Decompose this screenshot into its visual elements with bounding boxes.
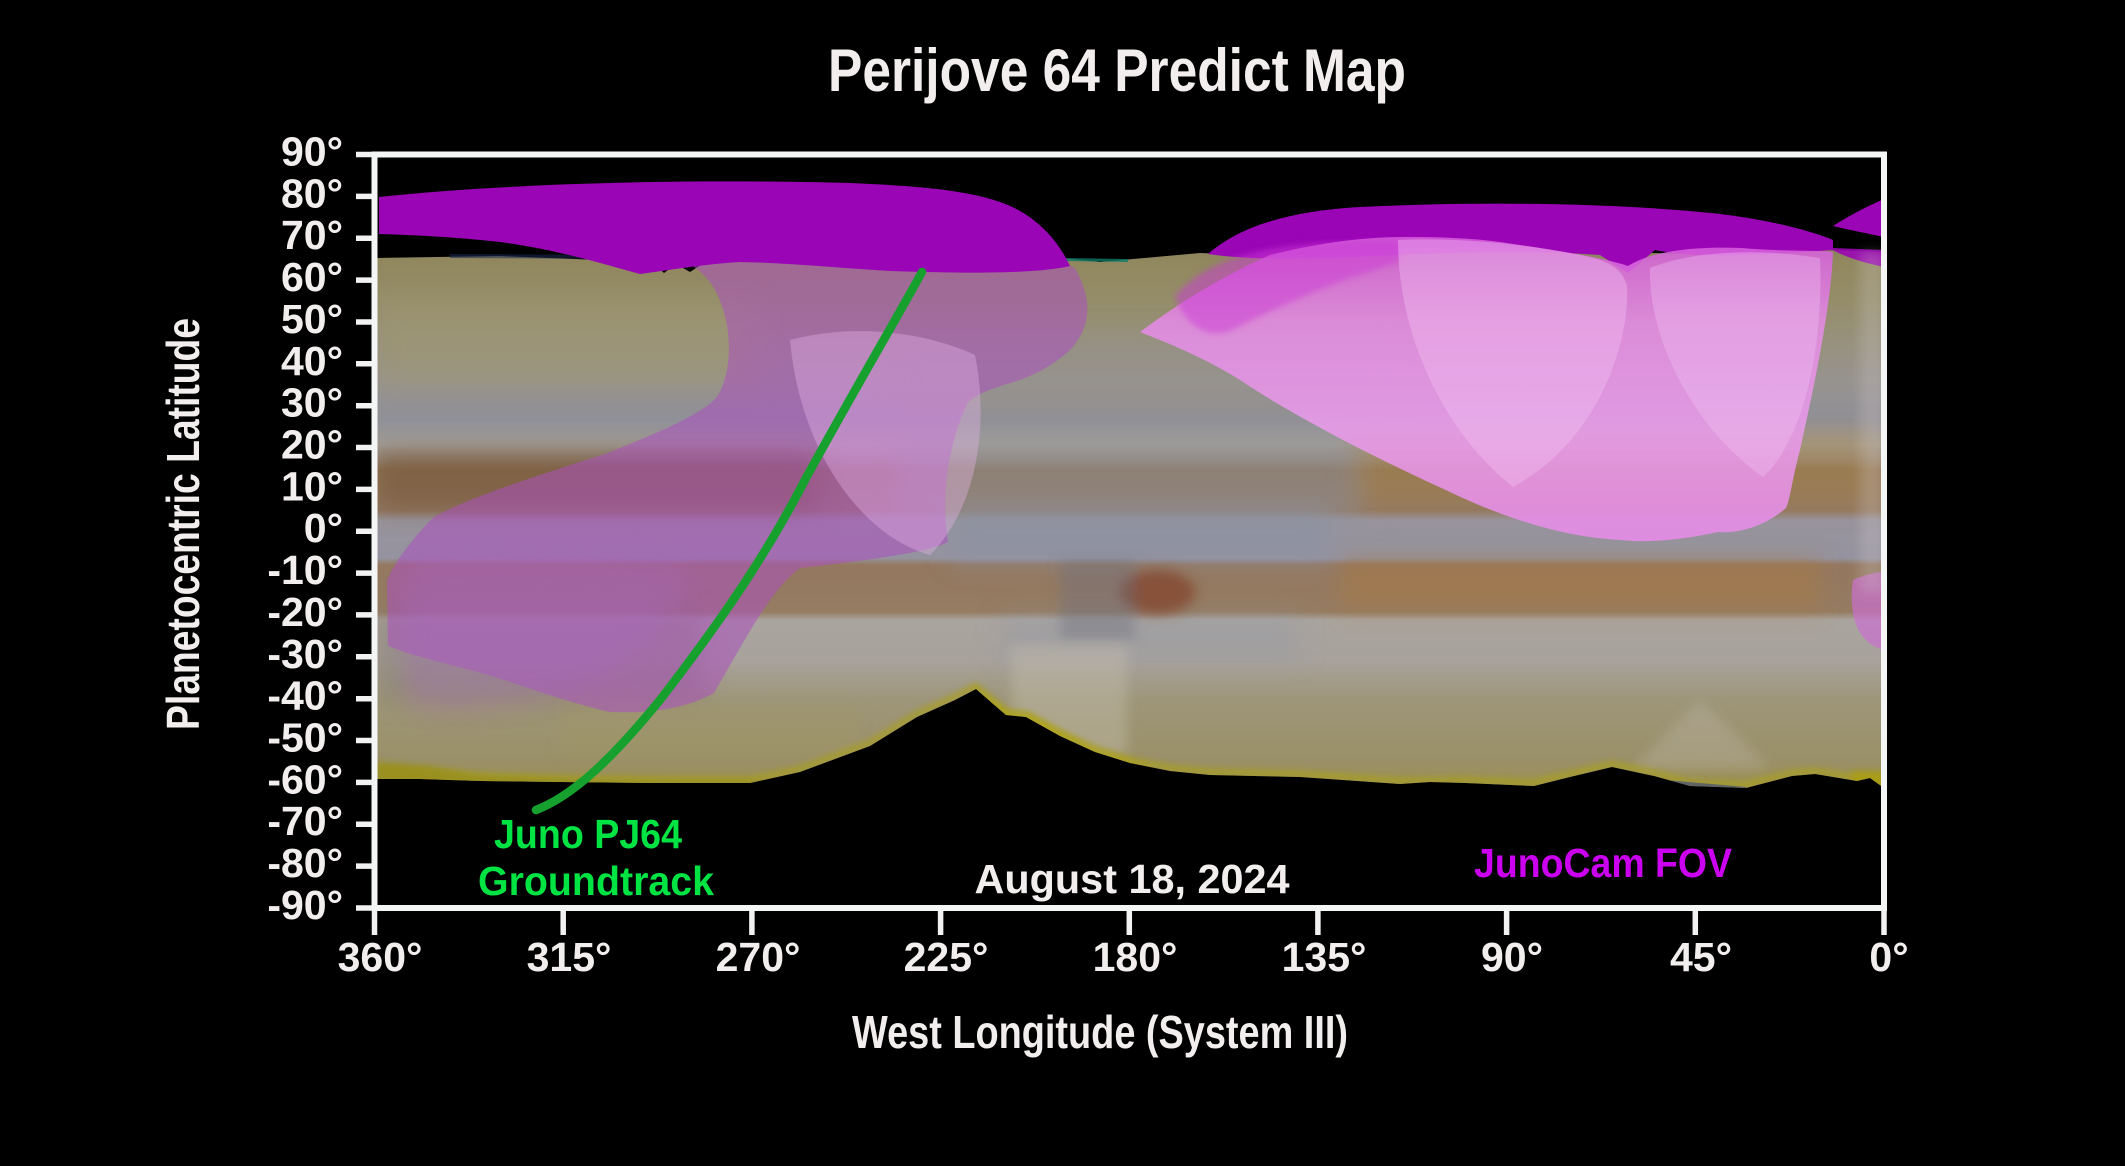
svg-text:20°: 20° [281, 422, 343, 468]
svg-text:180°: 180° [1093, 934, 1178, 980]
svg-text:80°: 80° [281, 170, 343, 216]
svg-text:90°: 90° [1481, 934, 1543, 980]
svg-text:315°: 315° [527, 934, 612, 980]
svg-text:-60°: -60° [267, 756, 343, 802]
svg-text:JunoCam FOV: JunoCam FOV [1474, 840, 1733, 886]
svg-text:West Longitude (System III): West Longitude (System III) [852, 1006, 1348, 1058]
svg-text:45°: 45° [1670, 934, 1732, 980]
svg-text:-90°: -90° [267, 882, 343, 928]
svg-text:-20°: -20° [267, 589, 343, 635]
svg-text:90°: 90° [281, 129, 343, 175]
svg-text:August 18, 2024: August 18, 2024 [975, 856, 1290, 902]
svg-text:0°: 0° [1869, 934, 1908, 980]
svg-text:Groundtrack: Groundtrack [478, 858, 714, 904]
svg-text:Perijove 64 Predict Map: Perijove 64 Predict Map [828, 37, 1406, 104]
svg-text:360°: 360° [338, 934, 423, 980]
svg-text:0°: 0° [304, 505, 343, 551]
svg-text:10°: 10° [281, 463, 343, 509]
svg-text:Juno PJ64: Juno PJ64 [494, 811, 682, 857]
svg-text:-50°: -50° [267, 715, 343, 761]
svg-text:30°: 30° [281, 380, 343, 426]
svg-text:50°: 50° [281, 296, 343, 342]
svg-text:-40°: -40° [267, 673, 343, 719]
svg-text:40°: 40° [281, 338, 343, 384]
svg-text:Planetocentric Latitude: Planetocentric Latitude [157, 318, 209, 730]
svg-text:135°: 135° [1282, 934, 1367, 980]
svg-text:225°: 225° [904, 934, 989, 980]
svg-text:270°: 270° [716, 934, 801, 980]
svg-text:-70°: -70° [267, 798, 343, 844]
svg-text:60°: 60° [281, 254, 343, 300]
svg-text:-80°: -80° [267, 840, 343, 886]
svg-text:-30°: -30° [267, 631, 343, 677]
svg-text:70°: 70° [281, 212, 343, 258]
svg-text:-10°: -10° [267, 547, 343, 593]
